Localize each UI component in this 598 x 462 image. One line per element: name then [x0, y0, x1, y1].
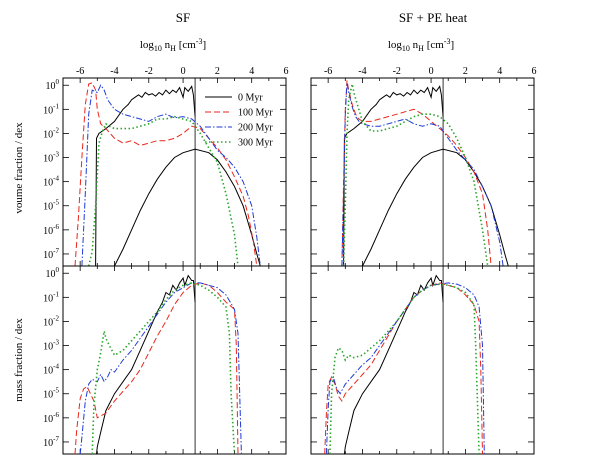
column-title-sf-pe-heat: SF + PE heat	[399, 10, 468, 25]
series-0-myr	[362, 148, 509, 266]
series-0-myr	[343, 274, 444, 454]
series-0-myr	[96, 274, 196, 454]
x-tick-label: 2	[215, 66, 220, 77]
x-tick-label: 0	[181, 66, 186, 77]
y-tick-label: 10-7	[43, 435, 59, 449]
top-axis-label-right: log10 nH [cm-3]	[388, 37, 454, 53]
y-tick-label: 100	[46, 78, 60, 92]
x-tick-label: -4	[358, 66, 366, 77]
y-tick-label: 10-2	[43, 126, 59, 140]
y-tick-label: 10-4	[43, 175, 59, 189]
ylabel-mass: mass fraction / dex	[13, 318, 25, 402]
y-tick-label: 10-5	[43, 387, 59, 401]
x-tick-label: 2	[463, 66, 468, 77]
series-300-myr	[87, 115, 239, 266]
series-300-myr	[342, 83, 489, 266]
panel-volume-sf-pe-heat: -6 -4 -2 0 2 4 6	[310, 66, 537, 267]
x-tick-label: -4	[110, 66, 118, 77]
y-tick-label: 10-1	[43, 102, 59, 116]
y-tick-label: 100	[46, 266, 60, 280]
panel-frame	[62, 265, 287, 455]
y-tick-label: 10-6	[43, 411, 59, 425]
y-tick-label: 10-4	[43, 363, 59, 377]
x-tick-label: 4	[497, 66, 502, 77]
column-title-sf: SF	[176, 10, 190, 25]
panel-mass-sf-pe-heat	[310, 265, 535, 455]
series-0-myr	[343, 85, 444, 266]
ylabel-volume: voume fraction / dex	[13, 122, 25, 214]
y-tick-label: 10-7	[43, 247, 59, 261]
x-tick-label: 0	[429, 66, 434, 77]
legend-label: 200 Myr	[238, 123, 273, 134]
y-tick-label: 10-3	[43, 151, 59, 165]
series-100-myr	[324, 282, 483, 454]
series-300-myr	[91, 282, 236, 454]
y-tick-label: 10-1	[43, 290, 59, 304]
panels: -6 -4 -2 0 2 4 6 100 10-1 10-2 10-3 10-4 10-5 10-6 10-…	[43, 66, 537, 455]
series-100-myr	[74, 282, 239, 454]
panel-frame	[310, 265, 535, 455]
x-tick-label: 6	[284, 66, 289, 77]
legend-label: 0 Myr	[238, 93, 263, 104]
y-tick-label: 10-3	[43, 339, 59, 353]
x-tick-label: -2	[393, 66, 401, 77]
legend: 0 Myr 100 Myr 200 Myr 300 Myr	[205, 93, 273, 149]
x-tick-label: 4	[249, 66, 254, 77]
y-tick-label: 10-6	[43, 223, 59, 237]
series-100-myr	[341, 80, 492, 266]
series-0-myr	[114, 148, 261, 266]
legend-label: 300 Myr	[238, 138, 273, 149]
series-300-myr	[329, 283, 480, 454]
series-200-myr	[79, 282, 242, 454]
panel-mass-sf: 100 10-1 10-2 10-3 10-4 10-5 10-6 10-7	[43, 265, 287, 455]
x-tick-label: -2	[145, 66, 153, 77]
series-200-myr	[81, 84, 261, 266]
top-axis-label-left: log10 nH [cm-3]	[140, 37, 206, 53]
series-0-myr	[95, 85, 196, 266]
y-tick-label: 10-2	[43, 314, 59, 328]
y-tick-label: 10-5	[43, 199, 59, 213]
legend-label: 100 Myr	[238, 108, 273, 119]
series-100-myr	[74, 82, 258, 266]
series-200-myr	[341, 82, 504, 266]
x-tick-label: -6	[324, 66, 332, 77]
x-tick-label: -6	[76, 66, 84, 77]
series-200-myr	[325, 282, 485, 454]
x-tick-label: 6	[532, 66, 537, 77]
